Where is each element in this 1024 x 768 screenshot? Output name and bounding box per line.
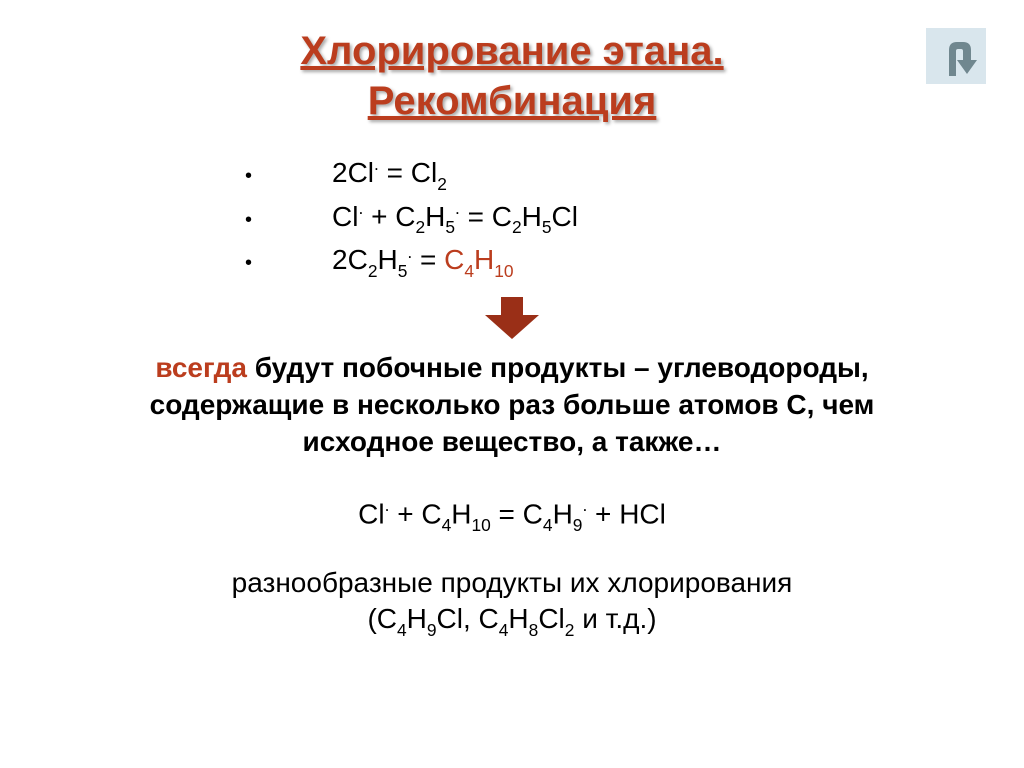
- title-line-1: Хлорирование этана.: [0, 26, 1024, 76]
- paragraph-bottom: разнообразные продукты их хлорирования (…: [0, 565, 1024, 641]
- down-arrow: [0, 297, 1024, 344]
- arrow-down-icon: [485, 297, 539, 339]
- paragraph-main: всегда будут побочные продукты – углевод…: [0, 350, 1024, 461]
- bullet-2: • Cl. + C2H5. = C2H5Cl: [245, 196, 1024, 240]
- bullet-3: • 2C2H5. = C4H10: [245, 239, 1024, 283]
- slide-title: Хлорирование этана. Рекомбинация: [0, 0, 1024, 126]
- highlight-word: всегда: [155, 352, 247, 383]
- bullet-dot-icon: •: [245, 161, 252, 191]
- middle-equation: Cl. + C4H10 = C4H9. + HCl: [0, 497, 1024, 535]
- equation-2: Cl. + C2H5. = C2H5Cl: [332, 196, 578, 240]
- equation-1: 2Cl. = Cl2: [332, 152, 447, 196]
- bullet-dot-icon: •: [245, 248, 252, 278]
- equation-bullets: • 2Cl. = Cl2 • Cl. + C2H5. = C2H5Cl • 2C…: [0, 152, 1024, 283]
- u-turn-icon: [935, 36, 977, 76]
- equation-3: 2C2H5. = C4H10: [332, 239, 514, 283]
- title-line-2: Рекомбинация: [0, 76, 1024, 126]
- back-button[interactable]: [926, 28, 986, 84]
- bullet-1: • 2Cl. = Cl2: [245, 152, 1024, 196]
- bullet-dot-icon: •: [245, 205, 252, 235]
